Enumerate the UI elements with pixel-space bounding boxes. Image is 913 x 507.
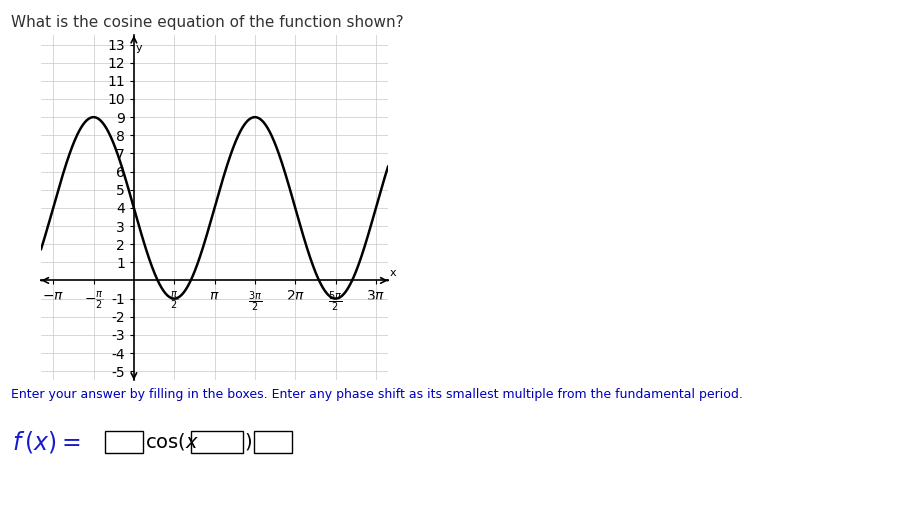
Text: What is the cosine equation of the function shown?: What is the cosine equation of the funct… (11, 15, 404, 30)
Bar (254, 431, 292, 453)
Text: x: x (390, 268, 397, 278)
Text: $f\,(x) =$: $f\,(x) =$ (12, 429, 80, 455)
Bar (191, 431, 243, 453)
Text: cos$(x$: cos$(x$ (145, 431, 199, 453)
Text: $)$: $)$ (244, 431, 252, 453)
Bar (105, 431, 143, 453)
Text: y: y (136, 43, 142, 53)
Text: Enter your answer by filling in the boxes. Enter any phase shift as its smallest: Enter your answer by filling in the boxe… (11, 388, 743, 401)
